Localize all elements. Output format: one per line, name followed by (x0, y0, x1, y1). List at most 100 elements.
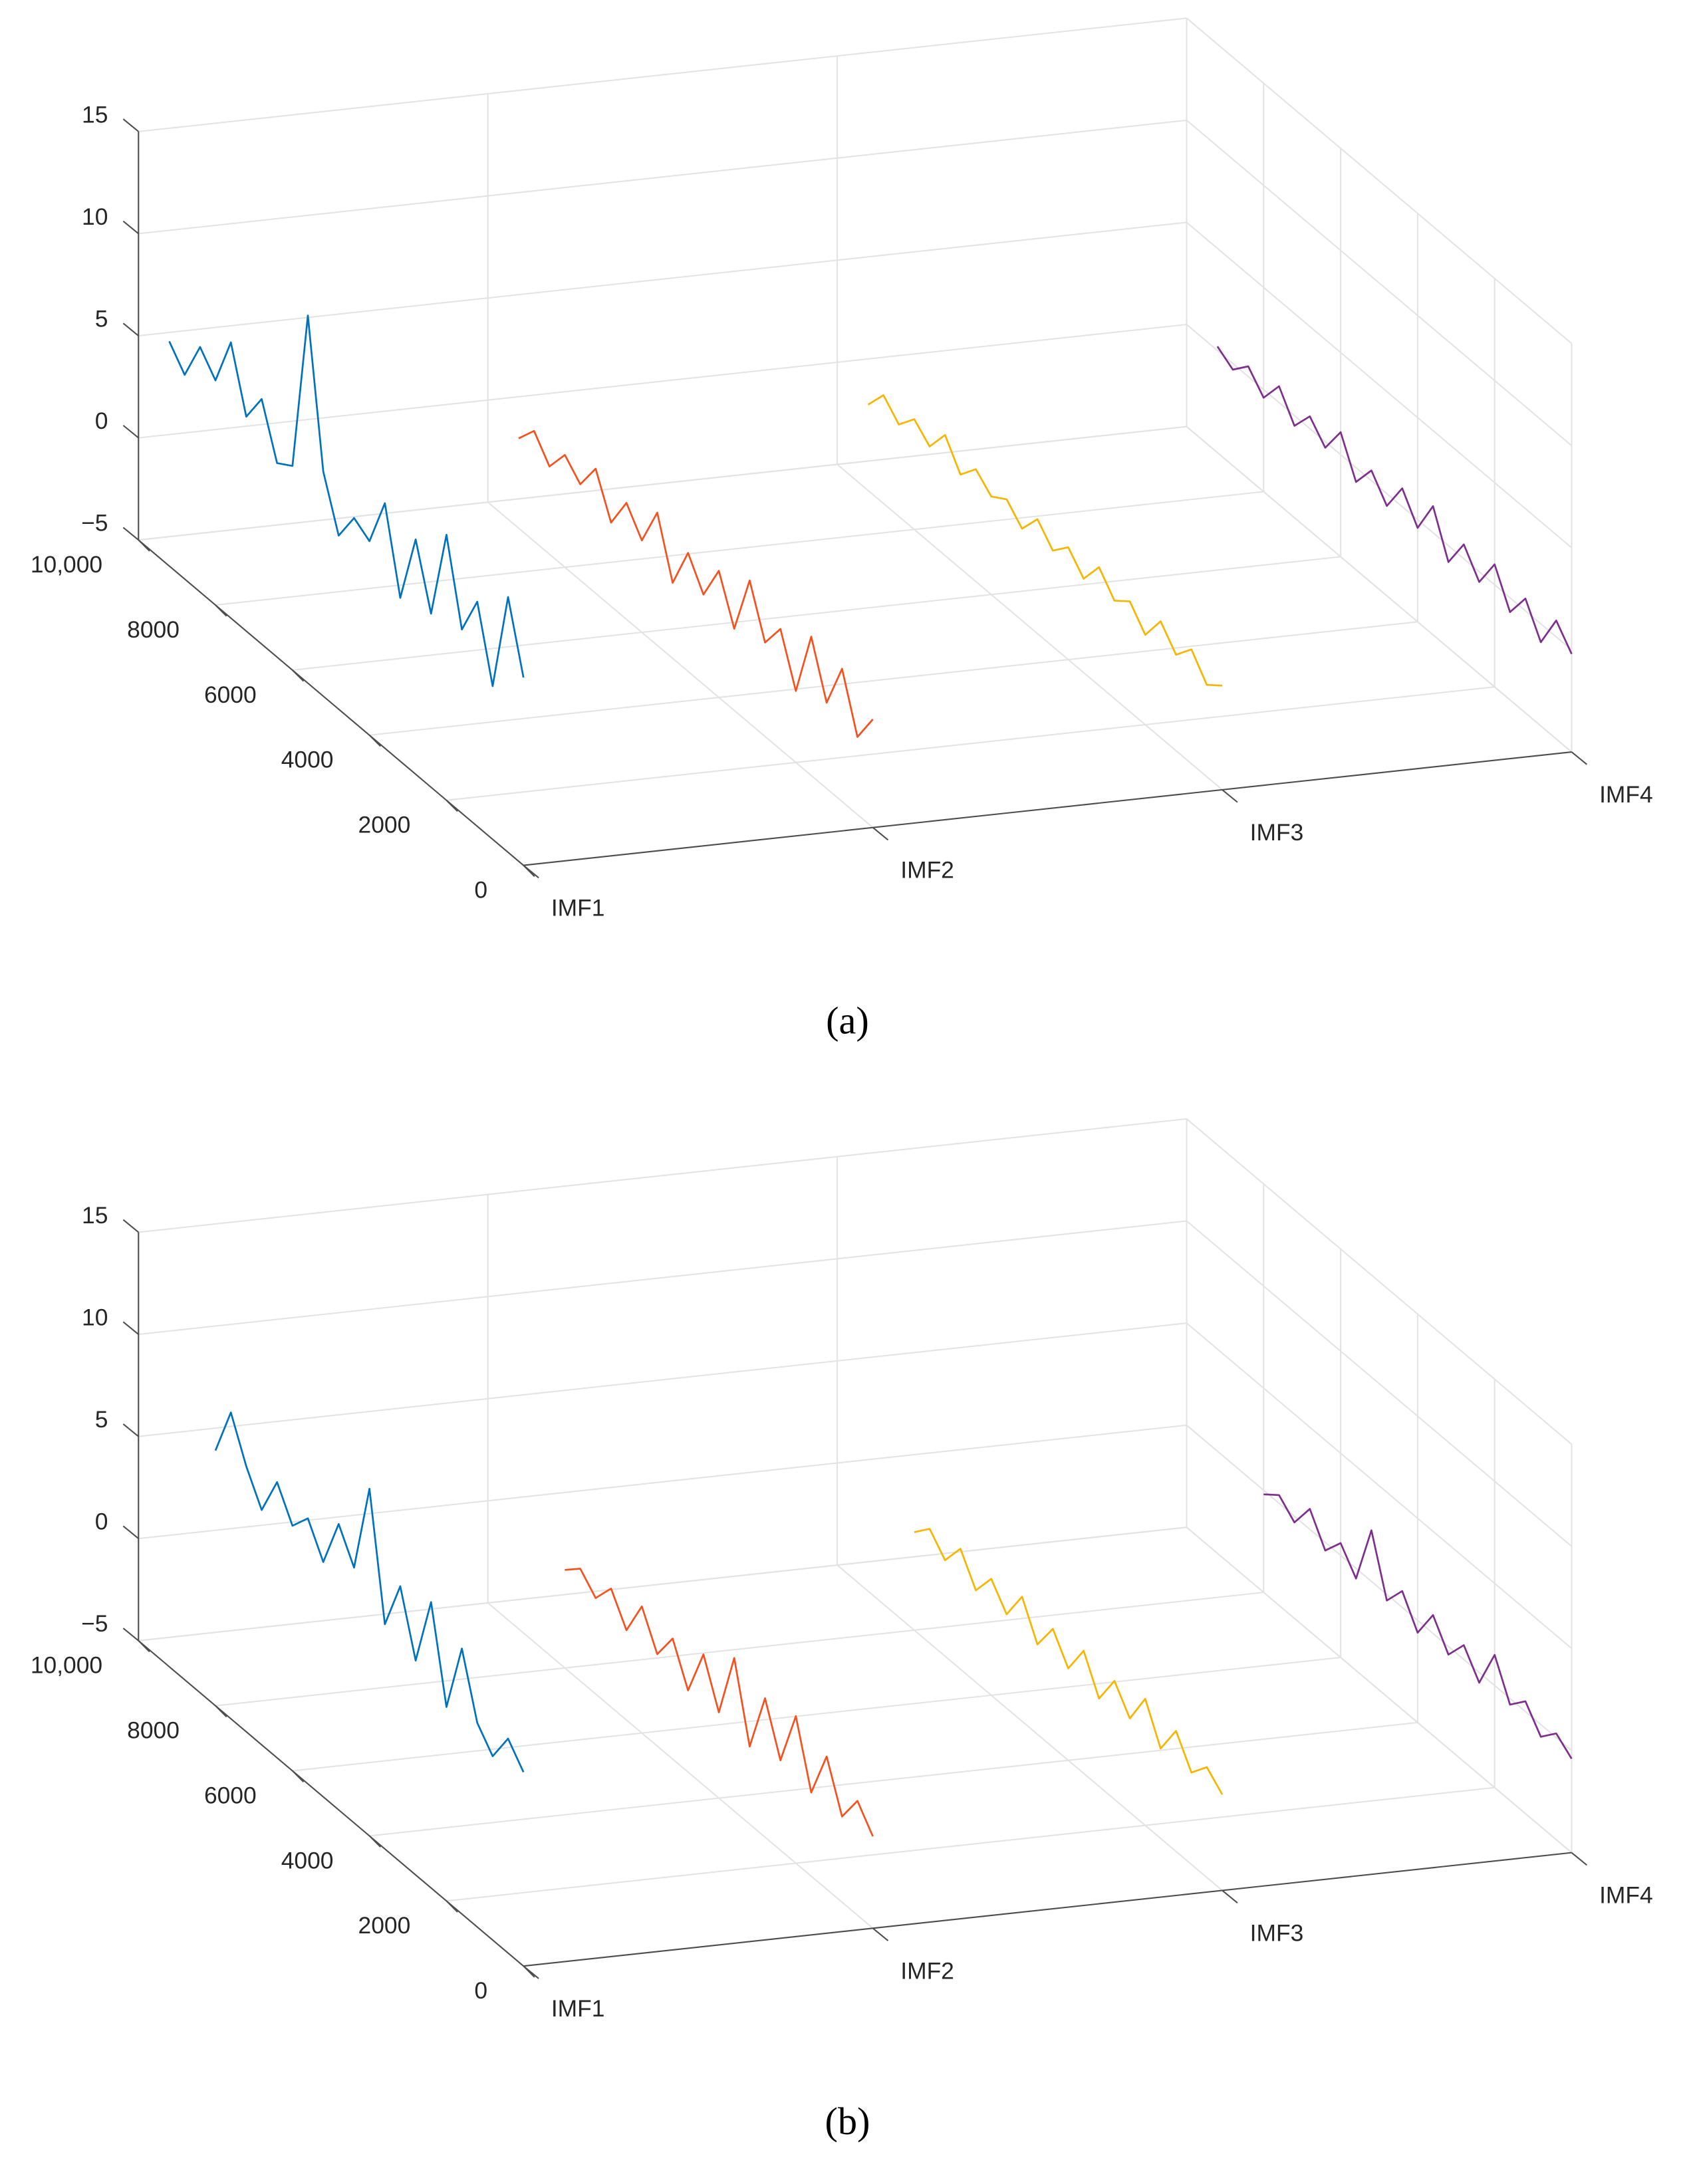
grid-line (292, 1656, 1341, 1772)
x-tick-label: 8000 (127, 1717, 180, 1744)
tick-mark (523, 1965, 539, 1979)
tick-mark (446, 799, 458, 812)
grid-line (837, 463, 1223, 790)
series-line (1263, 1493, 1573, 1760)
tick-mark (122, 1423, 139, 1437)
grid-line (138, 1322, 1187, 1437)
x-tick-label: 2000 (358, 812, 411, 838)
grid-line (1186, 1526, 1573, 1854)
tick-mark (122, 322, 139, 336)
category-label: IMF1 (551, 1995, 605, 2022)
caption: (a) (826, 999, 869, 1042)
z-tick-label: 15 (82, 1202, 108, 1229)
z-tick-label: 0 (95, 1509, 108, 1535)
tick-mark (523, 864, 539, 879)
z-tick-label: 10 (82, 203, 108, 230)
tick-mark (1222, 1889, 1238, 1904)
series-line (867, 394, 1223, 687)
tick-mark (872, 1927, 889, 1941)
category-label: IMF3 (1250, 1919, 1304, 1946)
z-tick-label: 5 (95, 305, 108, 332)
grid-line (215, 1592, 1264, 1707)
grid-line (138, 425, 1187, 541)
grid-line (1186, 120, 1573, 447)
axis-line (138, 1640, 524, 1967)
grid-line (138, 1424, 1187, 1540)
series-line (565, 1568, 874, 1837)
x-tick-label: 8000 (127, 616, 180, 643)
x-tick-label: 10,000 (31, 551, 102, 578)
grid-line (837, 1564, 1223, 1891)
tick-mark (292, 1770, 305, 1782)
x-tick-label: 4000 (281, 747, 334, 773)
grid-line (446, 1786, 1495, 1902)
tick-mark (122, 1628, 139, 1641)
grid-line (1186, 1220, 1573, 1547)
x-tick-label: 0 (474, 1977, 487, 2004)
tick-mark (122, 1525, 139, 1540)
series-line (214, 1411, 525, 1772)
z-tick-label: 10 (82, 1304, 108, 1330)
tick-mark (215, 604, 227, 617)
series-line (168, 314, 525, 687)
tick-mark (368, 1835, 382, 1848)
grid-line (1186, 425, 1573, 753)
grid-line (138, 324, 1187, 439)
tick-mark (122, 1321, 139, 1335)
tick-mark (122, 425, 139, 439)
x-tick-label: 6000 (204, 681, 257, 708)
grid-line (1186, 1118, 1573, 1445)
tick-mark (122, 220, 139, 235)
axis-line (138, 539, 524, 866)
tick-mark (1222, 789, 1238, 803)
series-line (914, 1528, 1224, 1795)
z-tick-label: −5 (81, 510, 108, 537)
tick-mark (122, 118, 139, 132)
grid-line (1186, 1322, 1573, 1649)
grid-line (138, 119, 1187, 235)
x-tick-label: 0 (474, 877, 487, 904)
z-tick-label: 15 (82, 101, 108, 128)
grid-line (292, 556, 1341, 671)
grid-line (138, 1220, 1187, 1336)
tick-mark (368, 735, 382, 747)
grid-line (369, 621, 1418, 736)
grid-line (138, 221, 1187, 337)
category-label: IMF1 (551, 895, 605, 921)
grid-line (369, 1721, 1418, 1837)
grid-line (138, 17, 1187, 132)
x-tick-label: 6000 (204, 1782, 257, 1808)
category-label: IMF4 (1599, 781, 1653, 808)
x-tick-label: 10,000 (31, 1652, 102, 1679)
caption: (b) (825, 2100, 870, 2143)
z-tick-label: 5 (95, 1406, 108, 1433)
grid-line (1186, 221, 1573, 548)
grid-line (138, 1526, 1187, 1641)
z-tick-label: 0 (95, 408, 108, 434)
z-tick-label: −5 (81, 1610, 108, 1637)
axis-line (523, 751, 1572, 866)
axis-line (523, 1852, 1572, 1967)
grid-line (446, 686, 1495, 801)
grid-line (215, 491, 1264, 606)
tick-mark (122, 527, 139, 541)
x-tick-label: 4000 (281, 1847, 334, 1874)
series-line (1216, 346, 1573, 655)
tick-mark (138, 539, 150, 552)
grid-line (138, 1118, 1187, 1233)
tick-mark (122, 1219, 139, 1233)
category-label: IMF4 (1599, 1882, 1653, 1909)
tick-mark (1571, 1852, 1588, 1866)
tick-mark (138, 1640, 150, 1653)
grid-line (487, 1602, 874, 1929)
tick-mark (446, 1900, 458, 1913)
grid-line (1186, 1424, 1573, 1751)
x-tick-label: 2000 (358, 1912, 411, 1939)
grid-line (1186, 17, 1573, 344)
tick-mark (872, 826, 889, 841)
category-label: IMF3 (1250, 819, 1304, 846)
series-line (518, 429, 874, 738)
tick-mark (292, 669, 305, 682)
category-label: IMF2 (900, 1957, 954, 1984)
